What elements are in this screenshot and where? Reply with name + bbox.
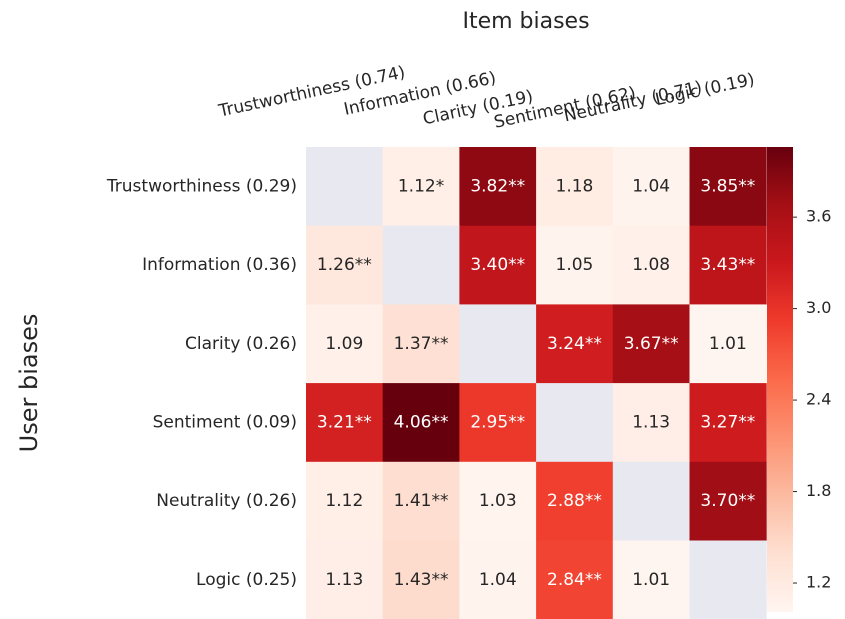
cell xyxy=(689,304,767,384)
cell-label: 3.67** xyxy=(624,334,679,354)
cell-label: 1.09 xyxy=(325,334,363,354)
cell xyxy=(689,147,767,227)
cell xyxy=(612,147,690,227)
cell-label: 3.24** xyxy=(547,334,602,354)
cell-label: 1.26** xyxy=(317,255,372,275)
cell xyxy=(612,304,690,384)
row-label: Clarity (0.26) xyxy=(185,334,297,354)
cell-label: 1.18 xyxy=(556,176,594,196)
cell-label: 1.04 xyxy=(632,176,670,196)
missing-cell xyxy=(306,147,384,227)
cell-label: 1.05 xyxy=(556,255,594,275)
colorbar xyxy=(767,147,793,612)
row-label: Information (0.36) xyxy=(142,255,297,275)
cell-label: 1.37** xyxy=(394,334,449,354)
cell xyxy=(689,225,767,305)
cell xyxy=(536,540,614,619)
cell xyxy=(689,461,767,541)
cell-label: 4.06** xyxy=(394,412,449,432)
row-label: Trustworthiness (0.29) xyxy=(106,176,297,196)
cell xyxy=(459,147,537,227)
cell xyxy=(382,383,460,463)
cell-label: 1.43** xyxy=(394,570,449,590)
cell xyxy=(382,304,460,384)
cell xyxy=(306,225,384,305)
missing-cell xyxy=(612,461,690,541)
cell xyxy=(459,383,537,463)
cell-label: 3.21** xyxy=(317,412,372,432)
chart-title: Item biases xyxy=(462,9,589,34)
row-label: Sentiment (0.09) xyxy=(153,412,297,432)
cell-label: 3.70** xyxy=(700,491,755,511)
cell xyxy=(536,225,614,305)
cell xyxy=(612,225,690,305)
cell xyxy=(612,383,690,463)
missing-cell xyxy=(689,540,767,619)
cell-label: 3.27** xyxy=(700,412,755,432)
cell xyxy=(459,540,537,619)
cell xyxy=(306,383,384,463)
cell xyxy=(459,461,537,541)
row-label: Logic (0.25) xyxy=(196,570,297,590)
cell xyxy=(689,383,767,463)
cell-label: 3.82** xyxy=(470,176,525,196)
cell xyxy=(382,540,460,619)
colorbar-tick-label: 2.4 xyxy=(806,390,831,409)
missing-cell xyxy=(382,225,460,305)
cell-label: 1.12 xyxy=(325,491,363,511)
missing-cell xyxy=(536,383,614,463)
cell-label: 1.13 xyxy=(632,412,670,432)
column-label: Logic (0.19) xyxy=(654,70,757,111)
cell xyxy=(382,461,460,541)
cell xyxy=(536,147,614,227)
colorbar-tick-label: 3.0 xyxy=(806,298,831,317)
row-label: Neutrality (0.26) xyxy=(156,491,297,511)
cell xyxy=(306,304,384,384)
cell xyxy=(306,461,384,541)
cell xyxy=(536,304,614,384)
cell-label: 3.40** xyxy=(470,255,525,275)
cell-label: 2.88** xyxy=(547,491,602,511)
cell-label: 3.85** xyxy=(700,176,755,196)
cell-label: 1.01 xyxy=(709,334,747,354)
cell-label: 1.03 xyxy=(479,491,517,511)
y-axis-label: User biases xyxy=(15,314,43,453)
cell xyxy=(459,225,537,305)
cell-label: 1.04 xyxy=(479,570,517,590)
cell-label: 1.08 xyxy=(632,255,670,275)
cell xyxy=(612,540,690,619)
colorbar-tick-label: 3.6 xyxy=(806,207,831,226)
colorbar-tick-label: 1.2 xyxy=(806,573,831,592)
cell-label: 2.84** xyxy=(547,570,602,590)
cell xyxy=(536,461,614,541)
colorbar-tick-label: 1.8 xyxy=(806,481,831,500)
cell-label: 1.12* xyxy=(398,176,444,196)
cell-label: 2.95** xyxy=(470,412,525,432)
cell-label: 3.43** xyxy=(700,255,755,275)
cell xyxy=(306,540,384,619)
cell-label: 1.13 xyxy=(325,570,363,590)
cell-label: 1.01 xyxy=(632,570,670,590)
cell-label: 1.41** xyxy=(394,491,449,511)
missing-cell xyxy=(459,304,537,384)
cell xyxy=(382,147,460,227)
